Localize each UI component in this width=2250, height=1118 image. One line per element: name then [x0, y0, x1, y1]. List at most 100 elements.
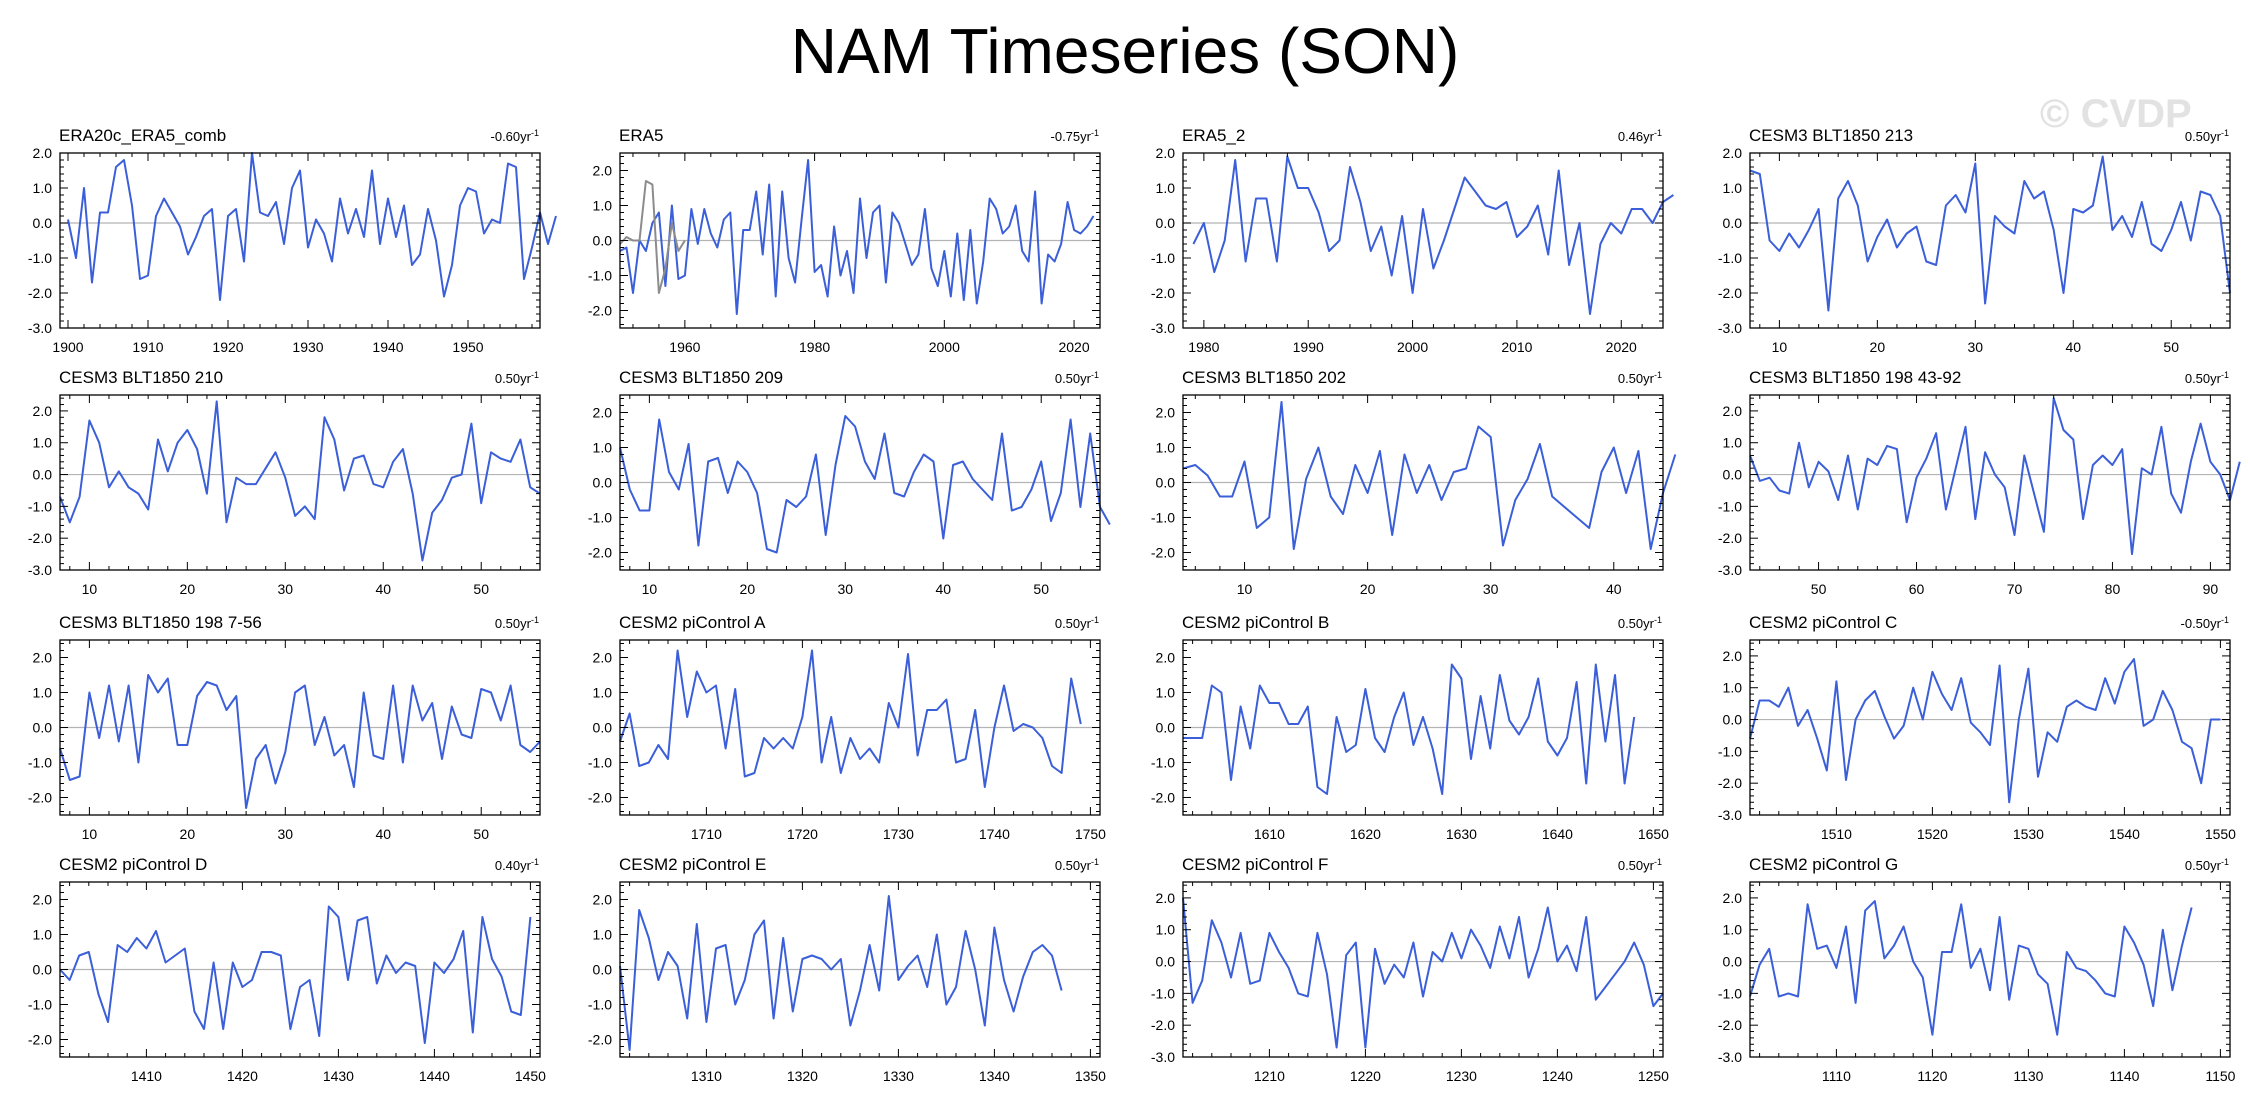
y-tick-label: -3.0 [1718, 562, 1742, 578]
trend-label: 0.50yr-1 [1618, 857, 1662, 873]
y-tick-label: 1.0 [1156, 922, 1176, 938]
x-tick-label: 1750 [1075, 826, 1106, 842]
y-tick-label: -1.0 [1718, 985, 1742, 1001]
plot-frame [1749, 152, 2231, 329]
y-tick-label: 2.0 [1723, 145, 1743, 161]
y-tick-label: -1.0 [1151, 985, 1175, 1001]
chart-panel: CESM3 BLT1850 210 0.50yr-1 2.0 1.0 0.0 -1.0 -2… [28, 368, 541, 597]
y-tick-label: 0.0 [33, 215, 53, 231]
series-line [1192, 155, 1674, 315]
y-tick-label: 1.0 [33, 685, 53, 701]
x-tick-label: 1740 [979, 826, 1010, 842]
y-tick-label: -1.0 [28, 997, 52, 1013]
x-tick-label: 1940 [372, 339, 403, 355]
plot-frame [1749, 639, 2231, 816]
x-tick-label: 10 [82, 581, 98, 597]
trend-exponent: -1 [1091, 615, 1099, 625]
y-tick-label: 1.0 [1156, 685, 1176, 701]
plot-frame [59, 152, 541, 329]
trend-label: -0.50yr-1 [2181, 615, 2229, 631]
series-line [619, 159, 1095, 315]
x-tick-label: 1980 [1188, 339, 1219, 355]
chart-panel: CESM3 BLT1850 213 0.50yr-1 2.0 1.0 0.0 -1.0 -2… [1718, 126, 2231, 355]
trend-label: 0.50yr-1 [2185, 128, 2229, 144]
x-tick-label: 1220 [1350, 1068, 1381, 1084]
y-tick-label: -1.0 [588, 268, 612, 284]
trend-label: 0.50yr-1 [495, 615, 539, 631]
y-tick-label: -2.0 [1151, 790, 1175, 806]
y-tick-label: 1.0 [33, 927, 53, 943]
x-tick-label: 1450 [515, 1068, 546, 1084]
trend-label: 0.50yr-1 [1055, 370, 1099, 386]
chart-title: CESM2 piControl G [1749, 855, 1898, 874]
x-tick-label: 1240 [1542, 1068, 1573, 1084]
x-tick-label: 1550 [2205, 826, 2236, 842]
y-tick-label: -1.0 [588, 755, 612, 771]
x-tick-label: 80 [2105, 581, 2121, 597]
y-tick-label: 0.0 [593, 720, 613, 736]
x-tick-label: 20 [1870, 339, 1886, 355]
trend-exponent: -1 [2221, 857, 2229, 867]
y-tick-label: -2.0 [28, 285, 52, 301]
x-tick-label: 10 [1237, 581, 1253, 597]
y-tick-label: 0.0 [1156, 954, 1176, 970]
chart-panel: CESM2 piControl A 0.50yr-1 2.0 1.0 0.0 -1.0 -2… [588, 613, 1106, 842]
y-tick-label: 1.0 [593, 927, 613, 943]
y-tick-label: 1.0 [1723, 435, 1743, 451]
y-tick-label: -2.0 [1151, 545, 1175, 561]
series-line [1182, 897, 1664, 1049]
y-tick-label: -3.0 [1718, 807, 1742, 823]
watermark: © CVDP [2040, 92, 2192, 136]
x-tick-label: 1960 [669, 339, 700, 355]
y-tick-label: -2.0 [1718, 285, 1742, 301]
y-tick-label: 1.0 [33, 180, 53, 196]
x-tick-label: 30 [278, 581, 294, 597]
y-tick-label: 2.0 [1156, 890, 1176, 906]
x-tick-label: 50 [1811, 581, 1827, 597]
y-tick-label: -3.0 [1151, 1049, 1175, 1065]
x-tick-label: 1310 [691, 1068, 722, 1084]
x-tick-label: 30 [278, 826, 294, 842]
y-tick-label: 2.0 [593, 163, 613, 179]
y-tick-label: 0.0 [1156, 720, 1176, 736]
chart-panel: ERA5 -0.75yr-1 2.0 1.0 0.0 -1.0 -2.0 1960 1980 20… [588, 126, 1101, 355]
chart-panel: CESM2 piControl F 0.50yr-1 2.0 1.0 0.0 -1.0 -2… [1151, 855, 1669, 1084]
series-line [1183, 663, 1636, 795]
chart-panel: CESM3 BLT1850 198 43-92 0.50yr-1 2.0 1.0 0.0… [1718, 368, 2241, 597]
trend-label: 0.50yr-1 [495, 370, 539, 386]
y-tick-label: -1.0 [588, 997, 612, 1013]
x-tick-label: 1140 [2109, 1068, 2139, 1084]
x-tick-label: 50 [473, 826, 489, 842]
x-tick-label: 1640 [1542, 826, 1573, 842]
y-tick-label: -1.0 [1151, 755, 1175, 771]
chart-title: CESM2 piControl E [619, 855, 766, 874]
y-tick-label: 2.0 [593, 892, 613, 908]
y-tick-label: 2.0 [1156, 145, 1176, 161]
y-tick-label: -1.0 [1151, 250, 1175, 266]
x-tick-label: 20 [180, 581, 196, 597]
series-line [1749, 900, 2193, 1036]
chart-title: ERA5 [619, 126, 663, 145]
y-tick-label: 2.0 [1723, 648, 1743, 664]
trend-label: 0.50yr-1 [1055, 857, 1099, 873]
series-line [1749, 397, 2241, 556]
chart-title: CESM3 BLT1850 213 [1749, 126, 1913, 145]
x-tick-label: 1950 [452, 339, 483, 355]
x-tick-label: 1610 [1254, 826, 1285, 842]
y-tick-label: -2.0 [588, 1032, 612, 1048]
x-tick-label: 30 [1968, 339, 1984, 355]
x-tick-label: 1350 [1075, 1068, 1106, 1084]
y-tick-label: 1.0 [1723, 680, 1743, 696]
y-tick-label: -1.0 [1718, 250, 1742, 266]
chart-title: ERA5_2 [1182, 126, 1245, 145]
x-tick-label: 1150 [2205, 1068, 2235, 1084]
x-tick-label: 40 [935, 581, 951, 597]
x-tick-label: 50 [473, 581, 489, 597]
y-tick-label: 1.0 [33, 435, 53, 451]
y-tick-label: -1.0 [28, 498, 52, 514]
y-tick-label: 1.0 [1723, 180, 1743, 196]
y-tick-label: -3.0 [28, 562, 52, 578]
chart-panel: CESM3 BLT1850 209 0.50yr-1 2.0 1.0 0.0 -1.0 -2… [588, 368, 1111, 597]
series-line [59, 400, 541, 562]
trend-exponent: -1 [2221, 128, 2229, 138]
